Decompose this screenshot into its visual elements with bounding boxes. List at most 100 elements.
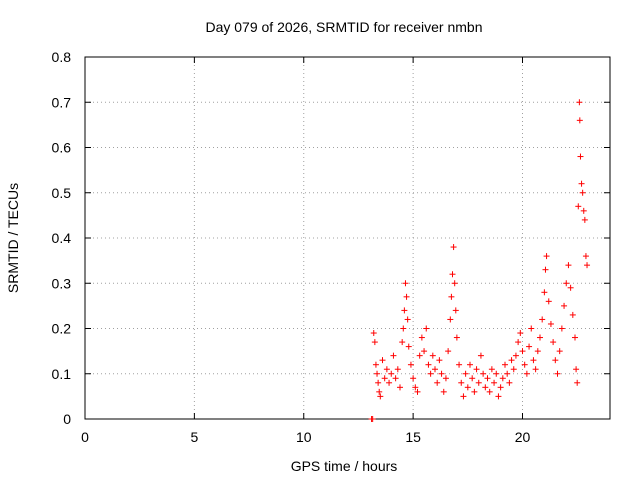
data-point	[582, 253, 589, 260]
data-point	[488, 366, 495, 373]
x-axis-label: GPS time / hours	[291, 458, 398, 474]
y-tick-label: 0.7	[52, 94, 72, 110]
data-point	[510, 366, 517, 373]
data-point	[563, 280, 570, 287]
data-point	[482, 384, 489, 391]
data-point	[370, 330, 377, 337]
y-tick-label: 0.4	[52, 230, 72, 246]
data-point	[530, 357, 537, 364]
y-tick-label: 0.5	[52, 185, 72, 201]
y-tick-labels: 0 0.1 0.2 0.3 0.4 0.5 0.6 0.7 0.8	[52, 49, 72, 427]
data-point	[504, 370, 511, 377]
data-point	[495, 393, 502, 400]
data-point	[436, 357, 443, 364]
data-point	[471, 388, 478, 395]
data-point	[369, 416, 376, 422]
data-point	[451, 280, 458, 287]
data-point	[521, 361, 528, 368]
y-tick-label: 0	[63, 411, 71, 427]
data-point	[410, 375, 417, 382]
data-point	[537, 334, 543, 341]
x-tick-labels: 0 5 10 15 20	[81, 429, 530, 445]
data-point	[401, 307, 408, 314]
data-point	[567, 284, 574, 291]
data-point	[517, 330, 524, 337]
data-point	[573, 366, 580, 373]
data-point	[432, 366, 438, 373]
data-point	[371, 339, 378, 346]
data-point	[375, 379, 382, 386]
data-point	[584, 262, 591, 269]
data-point	[448, 293, 455, 300]
data-point	[386, 379, 393, 386]
y-tick-label: 0.8	[52, 49, 72, 65]
data-point	[402, 280, 409, 287]
data-point	[456, 361, 463, 368]
data-point	[390, 352, 397, 359]
data-point	[412, 384, 419, 391]
data-point	[427, 370, 434, 377]
grid	[85, 57, 610, 419]
data-point	[388, 370, 395, 377]
data-point	[572, 334, 578, 341]
data-point	[543, 253, 550, 260]
data-point	[576, 99, 583, 106]
data-point	[486, 388, 493, 395]
data-point	[532, 366, 539, 373]
y-tick-label: 0.1	[52, 366, 72, 382]
data-point	[574, 379, 581, 386]
x-tick-label: 20	[515, 429, 531, 445]
x-tick-label: 5	[190, 429, 198, 445]
data-point	[580, 207, 587, 214]
data-point	[404, 316, 411, 323]
x-tick-label: 15	[405, 429, 421, 445]
data-point	[526, 343, 533, 350]
data-point	[403, 293, 410, 300]
data-point	[447, 316, 454, 323]
data-point	[372, 361, 379, 368]
data-point	[556, 348, 563, 355]
data-point	[442, 375, 449, 382]
data-point	[499, 375, 506, 382]
data-point	[440, 388, 447, 395]
data-point	[452, 307, 459, 314]
data-point	[528, 325, 535, 332]
y-tick-label: 0.6	[52, 140, 72, 156]
data-point	[399, 339, 406, 346]
data-point	[449, 271, 456, 278]
data-point	[414, 388, 421, 395]
data-point	[577, 153, 584, 160]
data-point	[484, 375, 491, 382]
data-point	[469, 375, 476, 382]
data-point	[397, 384, 403, 391]
data-point	[434, 379, 441, 386]
axis-ticks	[84, 56, 610, 420]
data-point	[542, 266, 549, 273]
x-tick-label: 10	[296, 429, 312, 445]
data-point	[539, 316, 546, 323]
data-point	[392, 375, 399, 382]
data-point	[445, 348, 452, 355]
data-point	[460, 393, 467, 400]
data-point	[376, 388, 383, 395]
data-point	[576, 117, 583, 124]
data-point	[547, 320, 554, 327]
data-point	[497, 384, 504, 391]
data-point	[534, 348, 541, 355]
data-point	[421, 348, 428, 355]
data-point	[581, 216, 588, 223]
data-point	[558, 325, 565, 332]
data-point	[450, 244, 457, 251]
data-point	[512, 352, 519, 359]
data-point	[519, 348, 526, 355]
data-point	[416, 352, 423, 359]
data-point	[569, 311, 576, 318]
data-point	[381, 375, 388, 382]
y-tick-label: 0.3	[52, 275, 72, 291]
data-point	[374, 370, 381, 377]
data-point	[480, 370, 487, 377]
data-points	[368, 99, 591, 422]
data-point	[491, 379, 498, 386]
data-point	[508, 357, 515, 364]
data-point	[379, 357, 386, 364]
